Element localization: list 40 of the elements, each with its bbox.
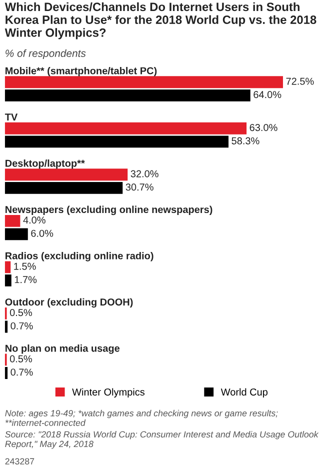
legend-label: World Cup [220, 388, 268, 398]
bar [4, 122, 247, 134]
bar [4, 214, 20, 227]
y-tick-label: Newspapers (excluding online newspapers) [6, 206, 212, 216]
chart-subtitle: % of respondents [6, 49, 86, 60]
data-label: 0.7% [10, 368, 33, 376]
data-label: 1.7% [14, 276, 37, 284]
bar [4, 182, 123, 194]
bar [4, 274, 12, 286]
bar [4, 76, 283, 88]
legend-label: Winter Olympics [72, 388, 144, 398]
y-tick-label: Mobile** (smartphone/tablet PC) [6, 66, 157, 76]
y-tick-label: TV [4, 114, 18, 120]
data-label: 63.0% [250, 124, 278, 132]
data-label: 72.5% [286, 78, 314, 85]
y-tick-label: No plan on media usage [6, 344, 120, 354]
text: Note: ages 19-49; *watch games and checking news or game results; **internet-connected [5, 410, 278, 426]
data-label: 0.5% [10, 309, 32, 316]
bar [4, 367, 8, 379]
y-tick-label: Outdoor (excluding DOOH) [5, 298, 133, 308]
bar [4, 136, 229, 148]
data-label: 0.5% [10, 355, 32, 362]
bar [4, 228, 28, 240]
data-label: 0.7% [10, 322, 33, 330]
text: 243287 [5, 458, 34, 464]
data-label: 64.0% [254, 91, 282, 98]
data-label: 4.0% [23, 216, 46, 224]
data-label: 32.0% [130, 170, 158, 178]
bar [4, 89, 250, 102]
chart-title: Which Devices/Channels Do Internet Users in South Korea Plan to Use* for the 2018 World Cup vs. the 2018 Winter Olympics? [4, 2, 316, 40]
bar [4, 261, 11, 274]
data-label: 1.5% [14, 262, 36, 270]
data-label: 58.3% [232, 137, 260, 144]
data-label: 30.7% [126, 184, 154, 191]
source-note: Source: "2018 Russia World Cup: Consumer Interest and Media Usage Outlook Report," May 24, 2018 [5, 430, 319, 449]
bar [4, 320, 8, 333]
bar [4, 168, 128, 181]
data-label: 6.0% [31, 230, 54, 237]
y-tick-label: Desktop/laptop** [6, 159, 85, 169]
y-tick-label: Radios (excluding online radio) [6, 252, 154, 262]
